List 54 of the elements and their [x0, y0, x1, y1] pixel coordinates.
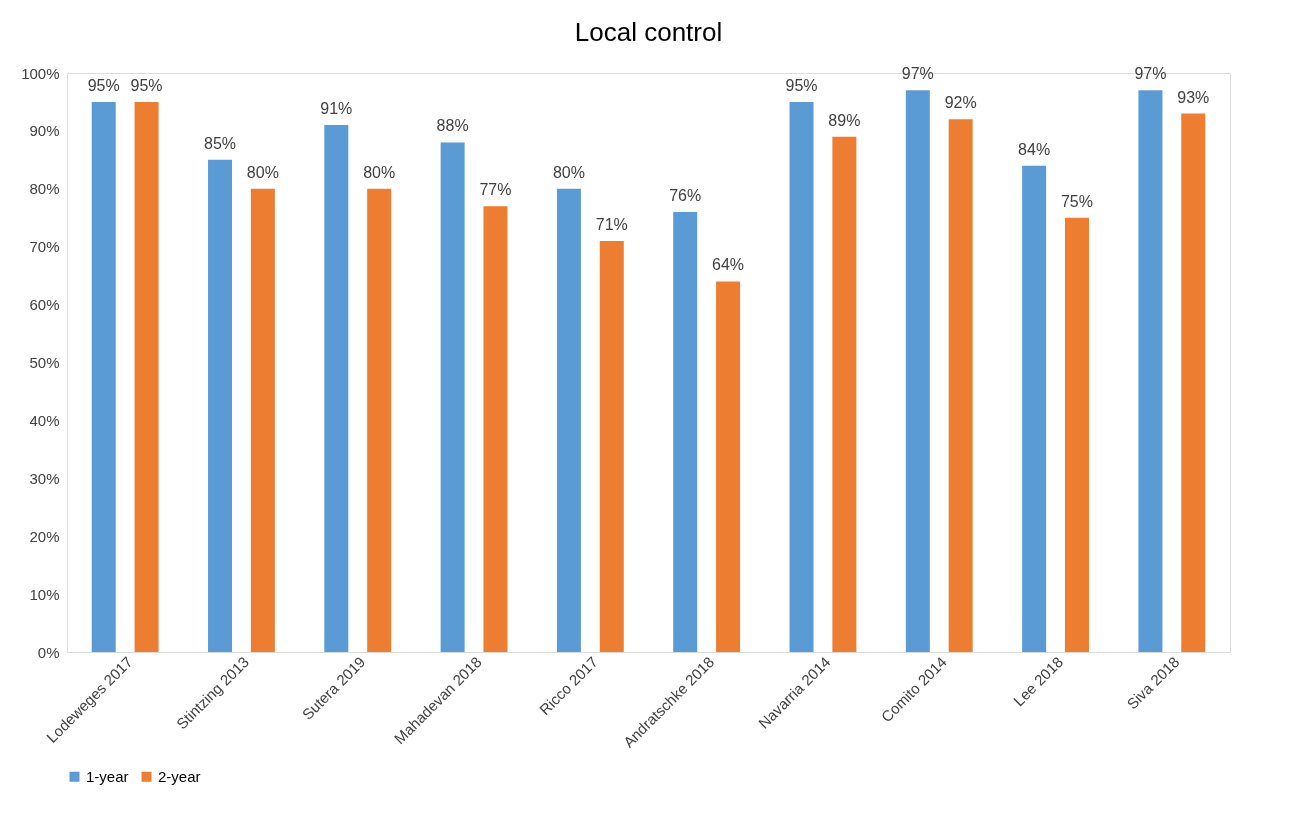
data-label: 97% — [901, 65, 934, 83]
bar — [948, 119, 973, 652]
data-label: 71% — [595, 215, 628, 233]
bar — [832, 136, 857, 652]
bar — [483, 206, 508, 652]
bar — [440, 142, 465, 652]
y-tick-label: 60% — [29, 296, 60, 314]
data-label: 64% — [712, 256, 745, 274]
y-tick-label: 20% — [29, 527, 60, 545]
data-label: 95% — [87, 76, 120, 94]
data-label: 93% — [1177, 88, 1210, 106]
bar — [367, 188, 392, 652]
y-tick-label: 50% — [29, 354, 60, 371]
data-label: 76% — [669, 186, 702, 204]
data-label: 80% — [246, 163, 279, 181]
data-label: 89% — [828, 111, 861, 129]
bar — [208, 159, 233, 652]
data-label: 95% — [785, 76, 818, 94]
data-label: 92% — [944, 94, 977, 112]
bar — [599, 240, 624, 652]
bar — [716, 281, 741, 652]
bar — [91, 101, 116, 652]
bar — [134, 101, 159, 652]
bar — [789, 101, 814, 652]
bar — [250, 188, 275, 652]
data-label: 85% — [204, 134, 237, 152]
data-label: 80% — [363, 163, 396, 181]
y-tick-label: 0% — [37, 643, 60, 661]
y-tick-label: 90% — [29, 122, 60, 140]
bar — [1181, 113, 1206, 652]
bar — [1022, 165, 1047, 652]
legend-label: 2-year — [158, 767, 201, 785]
data-label: 91% — [320, 100, 353, 118]
bar — [556, 188, 581, 652]
bar — [905, 90, 930, 652]
y-tick-label: 80% — [29, 180, 60, 198]
bar — [1064, 217, 1089, 652]
y-tick-label: 40% — [29, 411, 60, 429]
chart-title: Local control — [574, 17, 723, 47]
legend-label: 1-year — [86, 767, 129, 785]
data-label: 88% — [436, 117, 469, 135]
y-tick-label: 70% — [29, 238, 60, 256]
y-tick-label: 100% — [21, 64, 60, 82]
bar — [1138, 90, 1163, 652]
data-label: 95% — [130, 76, 163, 94]
bar — [673, 211, 698, 652]
data-label: 97% — [1134, 65, 1167, 83]
y-tick-label: 30% — [29, 469, 60, 487]
data-label: 77% — [479, 181, 512, 199]
data-label: 75% — [1060, 192, 1093, 210]
data-label: 80% — [552, 163, 585, 181]
data-label: 84% — [1018, 140, 1051, 158]
y-tick-label: 10% — [29, 585, 60, 603]
bar — [324, 125, 349, 652]
